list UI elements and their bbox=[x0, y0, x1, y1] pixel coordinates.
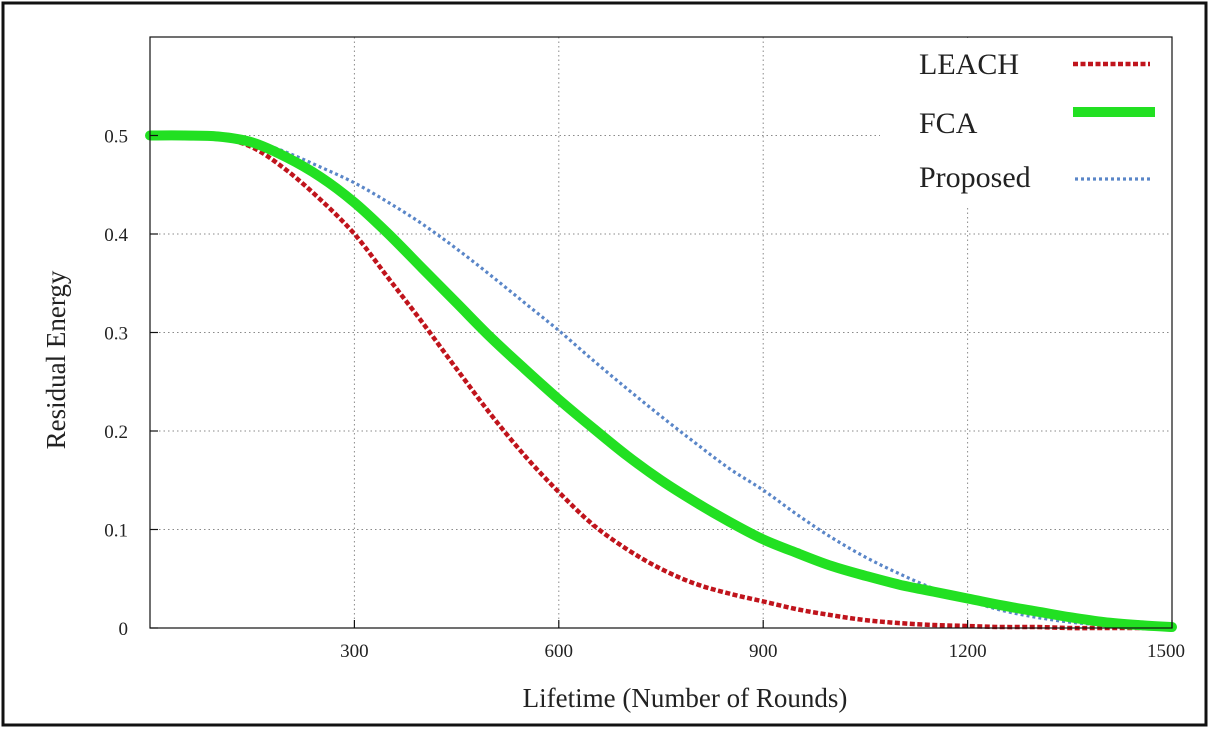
y-tick-label-0: 0 bbox=[119, 619, 129, 640]
x-tick-label-1500: 1500 bbox=[1147, 641, 1185, 662]
y-tick-label-0.3: 0.3 bbox=[104, 324, 128, 345]
legend-label-leach: LEACH bbox=[919, 48, 1019, 81]
legend-label-fca: FCA bbox=[919, 107, 978, 140]
y-tick-label-0.5: 0.5 bbox=[104, 127, 128, 148]
x-tick-label-300: 300 bbox=[340, 641, 369, 662]
x-tick-label-1200: 1200 bbox=[949, 641, 987, 662]
x-axis-label: Lifetime (Number of Rounds) bbox=[523, 683, 848, 713]
y-tick-label-0.2: 0.2 bbox=[104, 422, 128, 443]
series-lines bbox=[145, 130, 1177, 632]
legend-background bbox=[880, 38, 1170, 208]
x-tick-label-900: 900 bbox=[749, 641, 778, 662]
series-line-leach bbox=[149, 133, 1172, 631]
legend-label-proposed: Proposed bbox=[919, 161, 1031, 194]
y-tick-label-0.4: 0.4 bbox=[104, 225, 128, 246]
series-line-proposed bbox=[149, 133, 1173, 630]
series-line-fca bbox=[145, 130, 1177, 632]
y-axis-label: Residual Energy bbox=[41, 270, 71, 449]
axis-ticks: 300 600 900 1200 1500 0 0.1 0.2 0.3 0.4 0.5 bbox=[104, 127, 1185, 663]
x-tick-label-600: 600 bbox=[545, 641, 574, 662]
legend: LEACH FCA Proposed bbox=[880, 38, 1170, 208]
y-tick-label-0.1: 0.1 bbox=[104, 521, 128, 542]
